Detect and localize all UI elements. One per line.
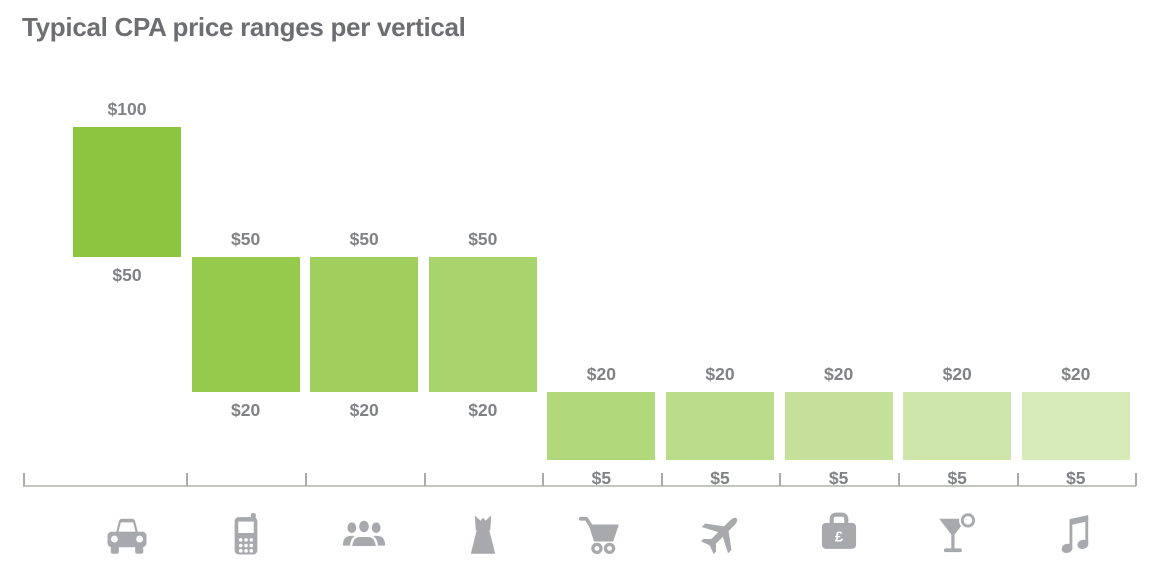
bar-max-label: $50 (349, 229, 379, 249)
dress-icon (457, 509, 509, 561)
x-axis-tick (897, 473, 900, 486)
bar-max-label: $20 (942, 364, 972, 384)
x-axis-tick (542, 473, 545, 486)
range-bar (428, 257, 537, 392)
bar-min-label: $50 (112, 265, 142, 285)
bar-max-label: $20 (586, 364, 616, 384)
money-briefcase-icon: £ (813, 509, 865, 561)
bar-min-label: $5 (710, 468, 730, 488)
x-axis-tick (779, 473, 782, 486)
x-axis-tick (186, 473, 189, 486)
svg-text:£: £ (835, 530, 843, 546)
bar-min-label: $5 (828, 468, 849, 488)
range-bar (310, 257, 419, 392)
range-bar (903, 392, 1012, 460)
bar-max-label: $50 (468, 229, 498, 249)
range-bar (547, 392, 656, 460)
x-axis-tick (1135, 473, 1138, 486)
x-axis-tick (1016, 473, 1019, 486)
x-axis-tick (423, 473, 426, 486)
range-bar (73, 127, 181, 257)
airplane-icon (694, 509, 746, 561)
bar-max-label: $20 (705, 364, 735, 384)
range-bar (666, 392, 774, 460)
music-notes-icon (1050, 509, 1102, 561)
range-bar (784, 392, 893, 460)
bar-max-label: $20 (823, 364, 854, 384)
x-axis-tick (23, 473, 25, 486)
x-axis-line (23, 485, 1136, 487)
shopping-cart-icon (575, 509, 627, 561)
bar-max-label: $20 (1061, 364, 1091, 384)
people-group-icon (338, 509, 390, 561)
car-icon (101, 509, 153, 561)
page-title: Typical CPA price ranges per vertical (22, 12, 466, 42)
bar-min-label: $5 (1066, 468, 1086, 488)
bar-min-label: $5 (947, 468, 967, 488)
bar-min-label: $20 (230, 400, 261, 420)
mobile-phone-icon (220, 509, 272, 561)
bar-max-label: $50 (230, 229, 261, 249)
cocktail-glass-icon (931, 509, 983, 561)
bar-min-label: $5 (591, 468, 612, 488)
x-axis-tick (660, 473, 663, 486)
range-bar (1021, 392, 1130, 460)
bar-max-label: $100 (107, 99, 147, 119)
range-bar (191, 257, 300, 392)
x-axis-tick (304, 473, 307, 486)
bar-min-label: $20 (349, 400, 379, 420)
bar-min-label: $20 (468, 400, 498, 420)
